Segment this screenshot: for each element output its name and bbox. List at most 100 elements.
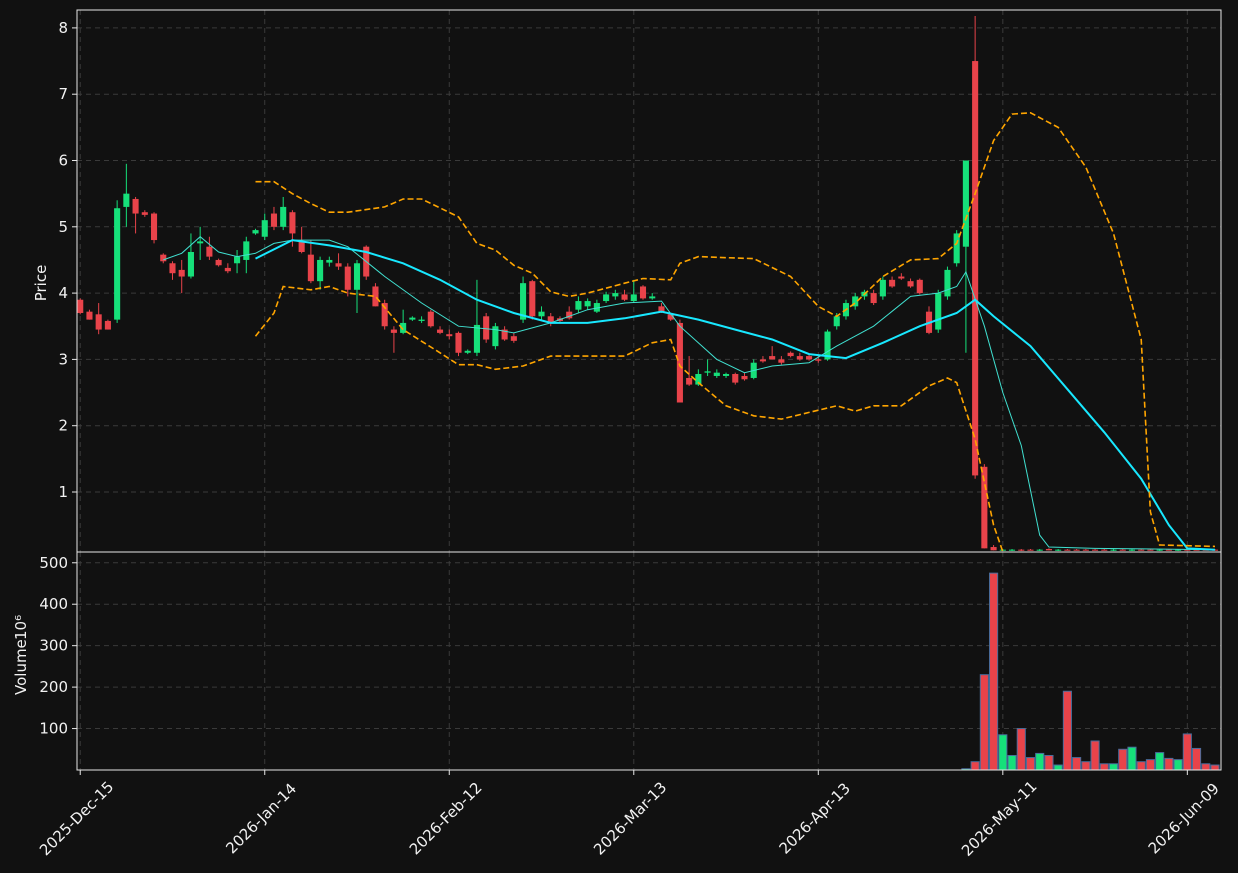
y-tick-label: 7 bbox=[58, 85, 68, 103]
candle-body bbox=[1165, 549, 1172, 551]
candle-body bbox=[935, 293, 942, 330]
candle-body bbox=[1175, 549, 1182, 551]
candle-body bbox=[1101, 549, 1108, 551]
y-tick-label: 100 bbox=[39, 720, 68, 738]
candle-body bbox=[815, 359, 822, 361]
y-tick-label: 6 bbox=[58, 152, 68, 170]
candle-body bbox=[280, 206, 287, 227]
candle-body bbox=[870, 293, 877, 304]
candle-body bbox=[418, 319, 425, 321]
candle-body bbox=[344, 266, 351, 290]
candle-body bbox=[1184, 549, 1191, 551]
candle-body bbox=[953, 233, 960, 264]
candle-body bbox=[852, 296, 859, 307]
candle-body bbox=[529, 281, 536, 317]
candle-body bbox=[123, 193, 130, 207]
overlay-line bbox=[255, 239, 1216, 551]
candle-body bbox=[1008, 549, 1016, 551]
x-tick-label: 2026-Jan-14 bbox=[222, 780, 300, 858]
candle-body bbox=[889, 279, 896, 287]
candle-body bbox=[538, 311, 545, 317]
candle-body bbox=[1193, 549, 1200, 551]
candle-body bbox=[150, 213, 158, 241]
y-axis-scale: 10⁶ bbox=[12, 615, 30, 640]
volume-bar bbox=[1145, 759, 1155, 770]
candle-body bbox=[575, 301, 582, 310]
y-tick-label: 1 bbox=[58, 483, 68, 501]
y-axis-label: Price bbox=[32, 265, 50, 302]
candle-body bbox=[86, 311, 93, 320]
candle-body bbox=[409, 317, 416, 320]
candle-body bbox=[501, 329, 508, 340]
x-tick-label: 2026-Feb-12 bbox=[406, 779, 486, 859]
candle-body bbox=[1055, 549, 1062, 551]
x-tick-label: 2026-Mar-13 bbox=[590, 778, 670, 858]
volume-bar bbox=[1062, 690, 1072, 770]
candle-body bbox=[141, 212, 148, 215]
candle-body bbox=[1045, 549, 1052, 551]
candle-body bbox=[335, 263, 342, 267]
candle-body bbox=[630, 294, 637, 302]
candle-body bbox=[944, 269, 951, 297]
volume-bar bbox=[989, 572, 999, 770]
candle-body bbox=[639, 286, 647, 299]
candle-body bbox=[1211, 549, 1219, 551]
volume-bar bbox=[979, 674, 989, 770]
candle-body bbox=[224, 267, 231, 272]
x-tick-label: 2026-May-11 bbox=[958, 777, 1041, 860]
candle-body bbox=[584, 301, 591, 307]
candle-body bbox=[307, 254, 314, 282]
volume-bar bbox=[1025, 757, 1036, 770]
price-panel bbox=[77, 15, 1219, 552]
y-tick-label: 200 bbox=[39, 678, 68, 696]
candle-body bbox=[132, 198, 139, 214]
candle-body bbox=[95, 314, 102, 330]
candle-body bbox=[649, 296, 656, 299]
candle-body bbox=[390, 329, 397, 333]
y-tick-label: 8 bbox=[58, 19, 68, 37]
volume-bar bbox=[1053, 764, 1063, 770]
volume-bar bbox=[1035, 752, 1045, 770]
volume-bar bbox=[970, 761, 980, 770]
axes: Price Volume 10⁶ 2025-Dec-15 2026-Jan-14 2… bbox=[12, 9, 1223, 860]
candle-body bbox=[612, 293, 619, 297]
grid bbox=[77, 10, 1221, 770]
candle-body bbox=[741, 375, 748, 380]
candle-body bbox=[787, 352, 794, 357]
volume-bar bbox=[1072, 757, 1082, 770]
volume-bar bbox=[1191, 747, 1202, 770]
candle-body bbox=[972, 61, 979, 476]
candle-body bbox=[603, 294, 610, 302]
x-tick-label: 2026-Apr-13 bbox=[776, 779, 854, 857]
volume-bar bbox=[1007, 754, 1017, 770]
candle-body bbox=[372, 286, 379, 307]
candle-body bbox=[270, 213, 278, 227]
candle-body bbox=[436, 329, 444, 333]
candle-body bbox=[916, 279, 923, 294]
candle-body bbox=[104, 320, 111, 330]
candle-body bbox=[160, 254, 167, 262]
candle-body bbox=[1156, 549, 1163, 551]
candle-body bbox=[317, 259, 324, 282]
candle-body bbox=[243, 241, 250, 260]
y-tick-label: 500 bbox=[39, 554, 68, 572]
volume-bar bbox=[1090, 740, 1100, 770]
candle-body bbox=[455, 332, 462, 353]
candle-body bbox=[197, 241, 204, 244]
candle-body bbox=[879, 279, 886, 297]
candle-body bbox=[326, 259, 333, 263]
candle-body bbox=[1119, 549, 1126, 551]
overlay-line bbox=[163, 236, 1216, 551]
candle-body bbox=[593, 303, 600, 312]
volume-bar bbox=[1127, 746, 1137, 770]
candle-body bbox=[77, 299, 84, 313]
candle-body bbox=[722, 373, 730, 376]
y-tick-label: 5 bbox=[58, 218, 68, 236]
candle-body bbox=[907, 281, 914, 287]
candle-body bbox=[962, 160, 969, 247]
y-tick-label: 400 bbox=[39, 595, 68, 613]
volume-panel bbox=[961, 572, 1220, 770]
candle-body bbox=[289, 212, 296, 234]
